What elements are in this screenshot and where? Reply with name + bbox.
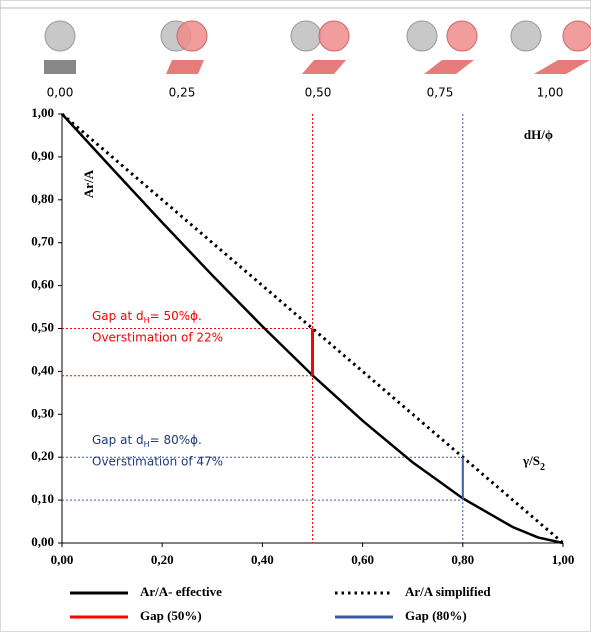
overlap-label: 0,50 xyxy=(305,86,332,100)
x-tick-label: 1,00 xyxy=(552,552,575,567)
x-tick-label: 0,40 xyxy=(251,552,274,567)
annotation-text: Gap at d xyxy=(92,433,144,447)
overlap-circle-a xyxy=(406,20,438,52)
legend-label: Gap (50%) xyxy=(140,608,202,623)
annotation-line2: Overstimation of 47% xyxy=(92,455,223,469)
y-tick-label: 0,90 xyxy=(31,148,54,163)
shear-icon xyxy=(534,60,590,74)
y-tick-label: 0,50 xyxy=(31,319,54,334)
curve-label: γ/S2 xyxy=(522,453,545,473)
overlap-label: 1,00 xyxy=(537,86,564,100)
overlap-label: 0,00 xyxy=(47,86,74,100)
shear-icon xyxy=(424,60,474,74)
y-tick-label: 0,70 xyxy=(31,234,54,249)
annotation-line1: Gap at dH= 50%ϕ. xyxy=(92,309,202,326)
overlap-circle-a xyxy=(290,20,322,52)
y-tick-label: 0,80 xyxy=(31,191,54,206)
annotation-line2: Overstimation of 22% xyxy=(92,331,223,345)
y-tick-label: 0,00 xyxy=(31,534,54,549)
block-icon xyxy=(44,60,76,74)
overlap-circle-a xyxy=(510,20,542,52)
overlap-circle-b xyxy=(446,20,478,52)
y-tick-label: 0,30 xyxy=(31,405,54,420)
x-tick-label: 0,80 xyxy=(451,552,474,567)
y-tick-label: 0,40 xyxy=(31,362,54,377)
y-tick-label: 0,60 xyxy=(31,277,54,292)
overlap-label: 0,25 xyxy=(169,86,196,100)
overlap-circle-b xyxy=(562,20,591,52)
curve-label-sub: 2 xyxy=(540,462,545,473)
legend-label: Gap (80%) xyxy=(405,608,467,623)
x-tick-label: 0,20 xyxy=(151,552,174,567)
overlap-label: 0,75 xyxy=(427,86,454,100)
shear-icon xyxy=(302,60,346,74)
legend-label: Ar/A simplified xyxy=(405,584,491,599)
annotation-text: Gap at d xyxy=(92,309,144,323)
shear-icon xyxy=(166,60,204,74)
annotation-line1: Gap at dH= 80%ϕ. xyxy=(92,433,202,450)
annotation-text: = 80%ϕ. xyxy=(150,433,202,447)
y-tick-label: 0,20 xyxy=(31,448,54,463)
y-axis-label: Ar/A xyxy=(81,169,96,198)
y-tick-label: 1,00 xyxy=(31,105,54,120)
x-tick-label: 0,00 xyxy=(51,552,74,567)
annotation-sub: H xyxy=(144,440,150,449)
legend-label: Ar/A- effective xyxy=(140,584,222,599)
annotation-sub: H xyxy=(144,316,150,325)
annotation-text: = 50%ϕ. xyxy=(150,309,202,323)
series-line xyxy=(61,113,564,545)
overlap-circle-a xyxy=(44,20,76,52)
x-tick-label: 0,60 xyxy=(351,552,374,567)
x-axis-label: dH/ϕ xyxy=(524,127,553,142)
overlap-circle-b xyxy=(176,20,208,52)
curve-label-text: γ/S xyxy=(522,453,540,468)
overlap-circle-b xyxy=(318,20,350,52)
y-tick-label: 0,10 xyxy=(31,491,54,506)
